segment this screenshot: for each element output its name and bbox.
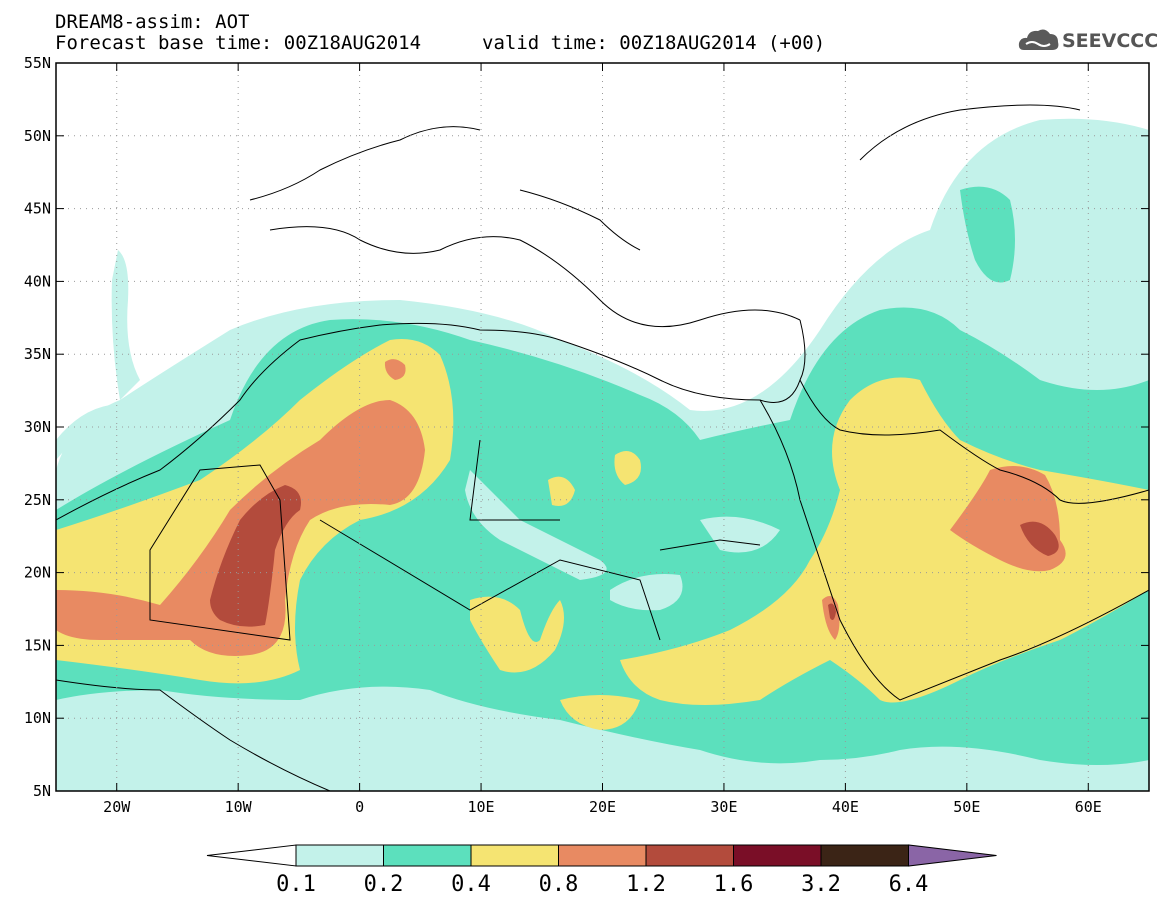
lat-tick-label: 30N: [24, 418, 51, 436]
forecast-base-time: Forecast base time: 00Z18AUG2014: [55, 32, 422, 54]
colorbar-swatch: [383, 844, 472, 867]
colorbar-under-arrow: [206, 844, 297, 867]
lon-tick-label: 60E: [1075, 798, 1102, 816]
colorbar-swatch: [295, 844, 384, 867]
lat-tick-label: 15N: [24, 636, 51, 654]
colorbar-level-label: 0.1: [276, 872, 316, 897]
lon-tick-label: 20W: [103, 798, 131, 816]
lon-tick-label: 10E: [468, 798, 495, 816]
lon-tick-label: 20E: [589, 798, 616, 816]
lat-tick-label: 40N: [24, 272, 51, 290]
latitude-axis: 55N 50N 45N 40N 35N 30N 25N 20N 15N 10N 5N: [24, 54, 1149, 800]
lon-tick-label: 30E: [710, 798, 737, 816]
graticule: [56, 63, 1149, 791]
lat-tick-label: 20N: [24, 564, 51, 582]
lon-tick-label: 0: [355, 798, 364, 816]
map-title: DREAM8-assim: AOT: [55, 11, 250, 33]
aot-band-0.1-patches: [465, 470, 780, 611]
colorbar-level-label: 6.4: [889, 872, 929, 897]
colorbar: 0.1 0.2 0.4 0.8 1.2 1.6 3.2 6.4: [206, 844, 997, 897]
lat-tick-label: 50N: [24, 127, 51, 145]
lat-tick-label: 45N: [24, 200, 51, 218]
lon-tick-label: 50E: [953, 798, 980, 816]
longitude-axis: 20W 10W 0 10E 20E 30E 40E 50E 60E: [103, 63, 1102, 816]
colorbar-swatch: [820, 844, 909, 867]
colorbar-level-label: 1.2: [626, 872, 666, 897]
lat-tick-label: 10N: [24, 709, 51, 727]
coastlines: [56, 104, 1149, 791]
colorbar-level-label: 1.6: [714, 872, 754, 897]
colorbar-level-label: 3.2: [801, 872, 841, 897]
colorbar-swatch: [733, 844, 822, 867]
colorbar-over-arrow: [908, 844, 997, 867]
colorbar-level-label: 0.4: [451, 872, 491, 897]
lat-tick-label: 5N: [33, 782, 51, 800]
lat-tick-label: 55N: [24, 54, 51, 72]
lat-tick-label: 25N: [24, 491, 51, 509]
colorbar-level-label: 0.8: [539, 872, 579, 897]
aot-field: [56, 63, 1149, 791]
colorbar-swatch: [558, 844, 647, 867]
colorbar-swatch: [470, 844, 559, 867]
valid-time: valid time: 00Z18AUG2014 (+00): [482, 32, 826, 54]
lon-tick-label: 10W: [225, 798, 253, 816]
colorbar-swatch: [645, 844, 734, 867]
aot-band-1.2: [210, 485, 1059, 627]
lat-tick-label: 35N: [24, 345, 51, 363]
colorbar-level-label: 0.2: [364, 872, 404, 897]
cloud-icon: [1018, 29, 1059, 50]
seevccc-logo: SEEVCCC: [1018, 24, 1158, 58]
logo-text: SEEVCCC: [1062, 30, 1159, 52]
lon-tick-label: 40E: [832, 798, 859, 816]
